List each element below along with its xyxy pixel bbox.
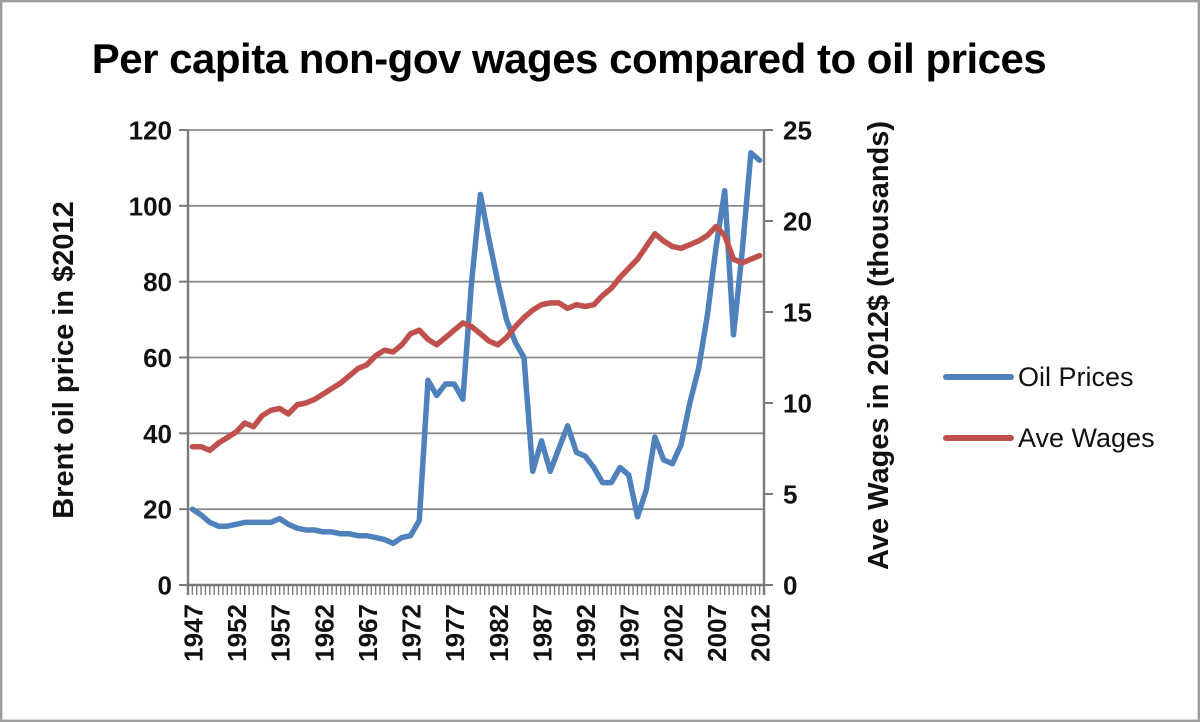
chart-title: Per capita non-gov wages compared to oil… xyxy=(91,35,1047,82)
legend-item-ave-wages: Ave Wages xyxy=(943,422,1155,454)
left-axis-tick-label: 40 xyxy=(143,419,172,449)
right-axis-tick-label: 0 xyxy=(783,571,797,601)
x-axis-tick-label: 2007 xyxy=(702,604,732,662)
legend: Oil Prices Ave Wages xyxy=(943,361,1155,483)
x-axis-tick-label: 1977 xyxy=(440,604,470,662)
x-axis-tick-label: 1957 xyxy=(266,604,296,662)
left-axis-tick-label: 20 xyxy=(143,495,172,525)
x-axis-tick-label: 1952 xyxy=(222,604,252,662)
right-axis-tick-label: 5 xyxy=(783,480,797,510)
x-axis-tick-label: 1992 xyxy=(571,604,601,662)
x-axis-tick-label: 2012 xyxy=(746,604,776,662)
right-axis-tick-label: 20 xyxy=(783,207,812,237)
left-axis-tick-label: 100 xyxy=(129,191,172,221)
ave-wages-legend-label: Ave Wages xyxy=(1018,422,1155,453)
right-axis-tick-label: 25 xyxy=(783,116,812,146)
x-axis-tick-label: 1982 xyxy=(484,604,514,662)
x-axis-tick-label: 1997 xyxy=(615,604,645,662)
x-axis-tick-label: 1987 xyxy=(527,604,557,662)
x-axis-tick-label: 1967 xyxy=(353,604,383,662)
legend-item-oil-prices: Oil Prices xyxy=(943,361,1155,393)
oil-prices-legend-label: Oil Prices xyxy=(1018,361,1134,392)
left-axis-tick-label: 80 xyxy=(143,267,172,297)
left-axis-tick-label: 120 xyxy=(129,116,172,146)
oil-prices-legend-swatch xyxy=(943,374,1014,380)
left-axis-tick-label: 60 xyxy=(143,343,172,373)
x-axis-tick-label: 1947 xyxy=(178,604,208,662)
ave-wages-line xyxy=(189,223,763,454)
right-axis-tick-label: 15 xyxy=(783,298,812,328)
ave-wages-legend-swatch xyxy=(943,435,1014,441)
oil-prices-line xyxy=(189,150,763,547)
right-axis-tick-label: 10 xyxy=(783,389,812,419)
x-axis-tick-label: 2002 xyxy=(658,604,688,662)
x-axis-tick-label: 1962 xyxy=(309,604,339,662)
x-axis-tick-label: 1972 xyxy=(397,604,427,662)
left-axis-tick-label: 0 xyxy=(158,571,172,601)
